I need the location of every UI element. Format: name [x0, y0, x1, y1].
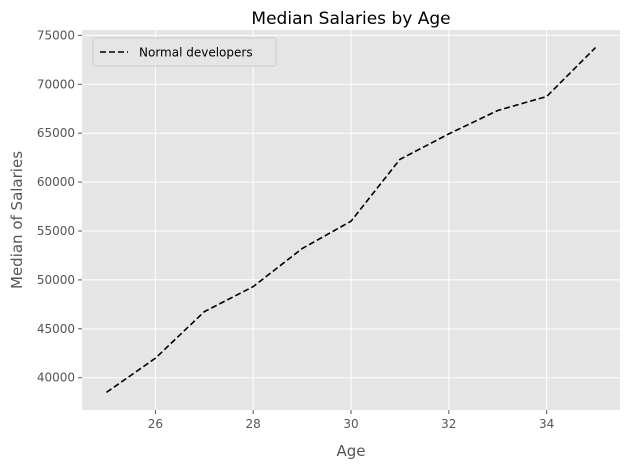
legend-label: Normal developers: [139, 46, 253, 60]
x-axis-label: Age: [336, 442, 365, 460]
y-tick-label: 75000: [37, 28, 75, 42]
y-tick-label: 60000: [37, 175, 75, 189]
x-tick-label: 32: [441, 417, 456, 431]
x-tick-label: 28: [246, 417, 261, 431]
x-tick-label: 34: [539, 417, 554, 431]
legend: Normal developers: [92, 37, 277, 67]
y-tick-label: 55000: [37, 224, 75, 238]
y-axis-label: Median of Salaries: [8, 151, 26, 289]
chart-title: Median Salaries by Age: [251, 9, 450, 29]
y-tick-label: 70000: [37, 77, 75, 91]
legend-box: [92, 37, 277, 67]
y-tick-label: 45000: [37, 322, 75, 336]
x-tick-label: 30: [343, 417, 358, 431]
y-tick-label: 50000: [37, 273, 75, 287]
y-tick-label: 40000: [37, 371, 75, 385]
y-tick-label: 65000: [37, 126, 75, 140]
x-tick-label: 26: [148, 417, 163, 431]
series-layer: [106, 47, 597, 394]
series-line: [106, 47, 597, 394]
ticks: 26 28 30 32 34 40000 45000 50000 55000 60000 65000…: [37, 28, 554, 431]
